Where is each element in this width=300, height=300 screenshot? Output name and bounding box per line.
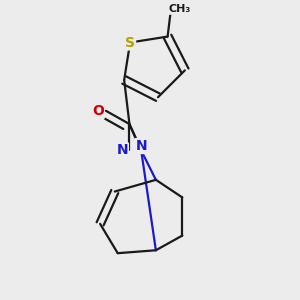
Text: S: S bbox=[125, 35, 135, 50]
Text: N: N bbox=[116, 143, 128, 158]
Text: N: N bbox=[135, 139, 147, 153]
Text: CH₃: CH₃ bbox=[169, 4, 191, 14]
Text: O: O bbox=[92, 104, 104, 118]
